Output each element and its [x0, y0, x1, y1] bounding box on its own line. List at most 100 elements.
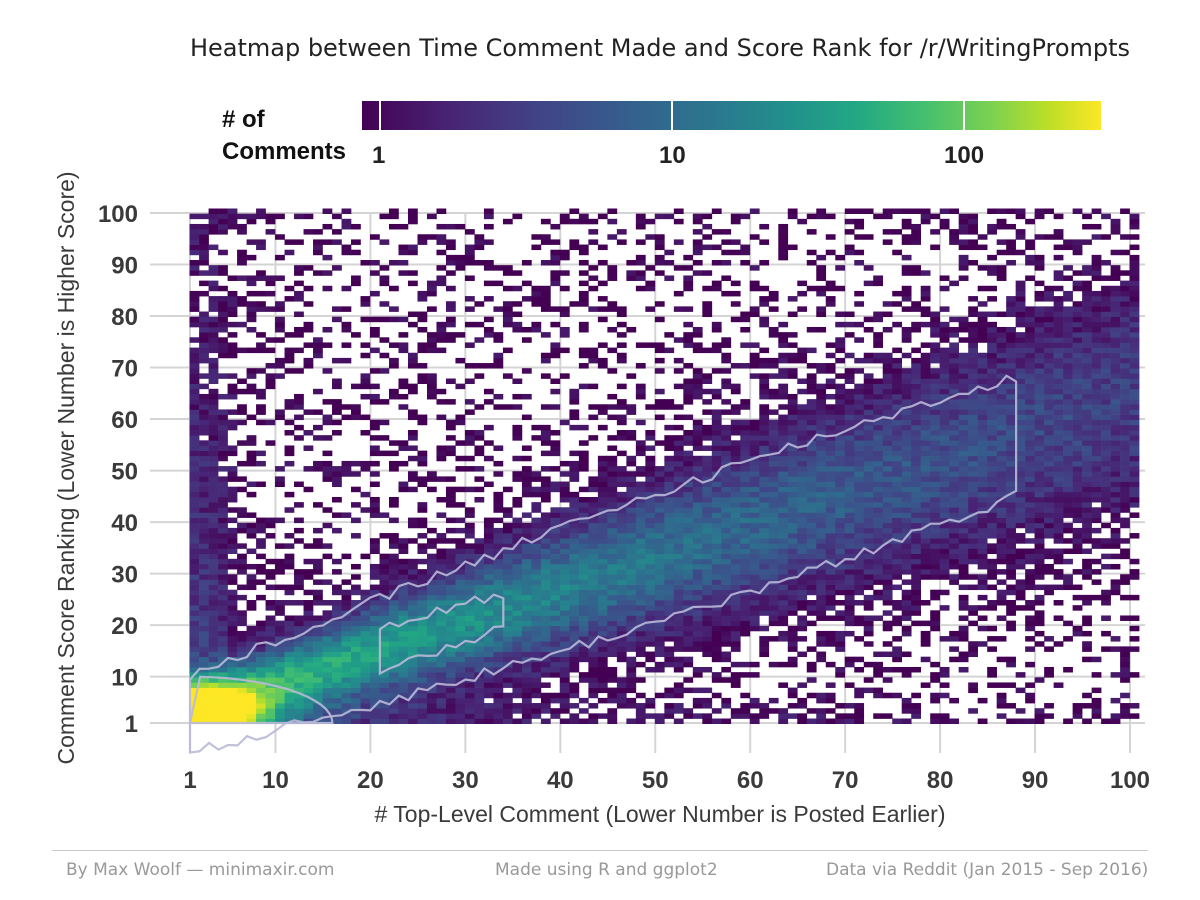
heatmap-cell	[208, 507, 219, 513]
heatmap-cell	[702, 517, 713, 524]
heatmap-cell	[882, 527, 893, 534]
heatmap-cell	[351, 630, 361, 637]
heatmap-cell	[578, 584, 589, 591]
heatmap-cell	[702, 615, 713, 621]
heatmap-cell	[692, 471, 703, 477]
heatmap-cell	[664, 404, 675, 410]
heatmap-cell	[806, 440, 817, 446]
heatmap-cell	[901, 703, 912, 709]
heatmap-cell	[493, 280, 504, 287]
heatmap-cell	[854, 393, 865, 400]
heatmap-cell	[844, 661, 855, 668]
heatmap-cell	[199, 476, 209, 482]
heatmap-cell	[294, 672, 304, 678]
heatmap-cell	[483, 620, 494, 627]
heatmap-cell	[816, 388, 827, 395]
heatmap-cell	[787, 357, 798, 364]
heatmap-cell	[673, 404, 684, 410]
heatmap-cell	[607, 563, 618, 570]
heatmap-cell	[388, 208, 399, 214]
heatmap-cell	[759, 260, 770, 266]
heatmap-cell	[958, 636, 969, 642]
heatmap-cell	[189, 347, 200, 354]
heatmap-cell	[597, 296, 608, 302]
heatmap-cell	[626, 636, 637, 642]
heatmap-cell	[635, 517, 646, 524]
heatmap-cell	[265, 600, 276, 606]
heatmap-cell	[825, 512, 836, 518]
heatmap-cell	[569, 239, 580, 245]
heatmap-cell	[550, 594, 561, 601]
heatmap-cell	[398, 636, 409, 642]
heatmap-cell	[911, 239, 922, 245]
heatmap-cell	[816, 399, 827, 405]
heatmap-cell	[379, 620, 390, 627]
heatmap-cell	[351, 332, 361, 338]
heatmap-cell	[787, 342, 798, 348]
heatmap-cell	[189, 538, 200, 544]
heatmap-cell	[407, 620, 418, 627]
heatmap-cell	[464, 522, 475, 529]
heatmap-cell	[930, 326, 941, 333]
heatmap-cell	[930, 244, 941, 251]
heatmap-cell	[417, 460, 428, 467]
heatmap-cell	[730, 646, 741, 652]
heatmap-cell	[351, 661, 361, 668]
heatmap-cell	[464, 275, 475, 281]
heatmap-cell	[455, 553, 466, 560]
heatmap-cell	[968, 460, 978, 467]
heatmap-cell	[654, 404, 665, 410]
heatmap-cell	[464, 630, 475, 637]
heatmap-cell	[351, 687, 361, 694]
heatmap-cell	[825, 553, 836, 560]
heatmap-cell	[863, 383, 874, 390]
heatmap-cell	[806, 666, 817, 673]
heatmap-cell	[597, 517, 608, 524]
heatmap-cell	[901, 563, 912, 570]
heatmap-cell	[483, 692, 494, 699]
heatmap-cell	[417, 569, 428, 575]
heatmap-cell	[930, 321, 941, 328]
heatmap-cell	[920, 507, 931, 513]
heatmap-cell	[208, 357, 219, 364]
heatmap-cell	[626, 430, 637, 436]
heatmap-cell	[218, 666, 228, 673]
heatmap-cell	[208, 218, 219, 225]
heatmap-cell	[711, 569, 722, 575]
heatmap-cell	[455, 630, 466, 637]
heatmap-cell	[426, 543, 437, 549]
heatmap-cell	[351, 249, 361, 256]
heatmap-cell	[569, 569, 580, 575]
heatmap-cell	[407, 589, 418, 596]
heatmap-cell	[512, 569, 523, 575]
heatmap-cell	[407, 625, 418, 632]
heatmap-cell	[968, 363, 978, 369]
heatmap-cell	[199, 383, 209, 390]
heatmap-cell	[218, 630, 228, 637]
heatmap-cell	[417, 600, 428, 606]
heatmap-cell	[189, 378, 200, 384]
heatmap-cell	[711, 244, 722, 251]
heatmap-cell	[635, 213, 646, 220]
heatmap-cell	[218, 342, 228, 348]
heatmap-cell	[702, 223, 713, 230]
heatmap-cell	[464, 527, 475, 534]
heatmap-cell	[379, 708, 390, 714]
heatmap-cell	[313, 697, 323, 704]
heatmap-cell	[892, 600, 903, 606]
heatmap-cell	[256, 517, 266, 524]
heatmap-cell	[654, 630, 665, 637]
heatmap-cell	[398, 677, 409, 683]
heatmap-cell	[275, 620, 285, 627]
heatmap-cell	[199, 496, 209, 503]
heatmap-cell	[901, 270, 912, 276]
heatmap-cell	[218, 491, 228, 498]
heatmap-cell	[797, 440, 808, 446]
heatmap-cell	[730, 450, 741, 457]
heatmap-cell	[388, 450, 399, 457]
heatmap-cell	[303, 641, 314, 647]
heatmap-cell	[721, 440, 732, 446]
heatmap-cell	[892, 491, 903, 498]
heatmap-cell	[778, 486, 789, 493]
heatmap-cell	[588, 579, 599, 585]
